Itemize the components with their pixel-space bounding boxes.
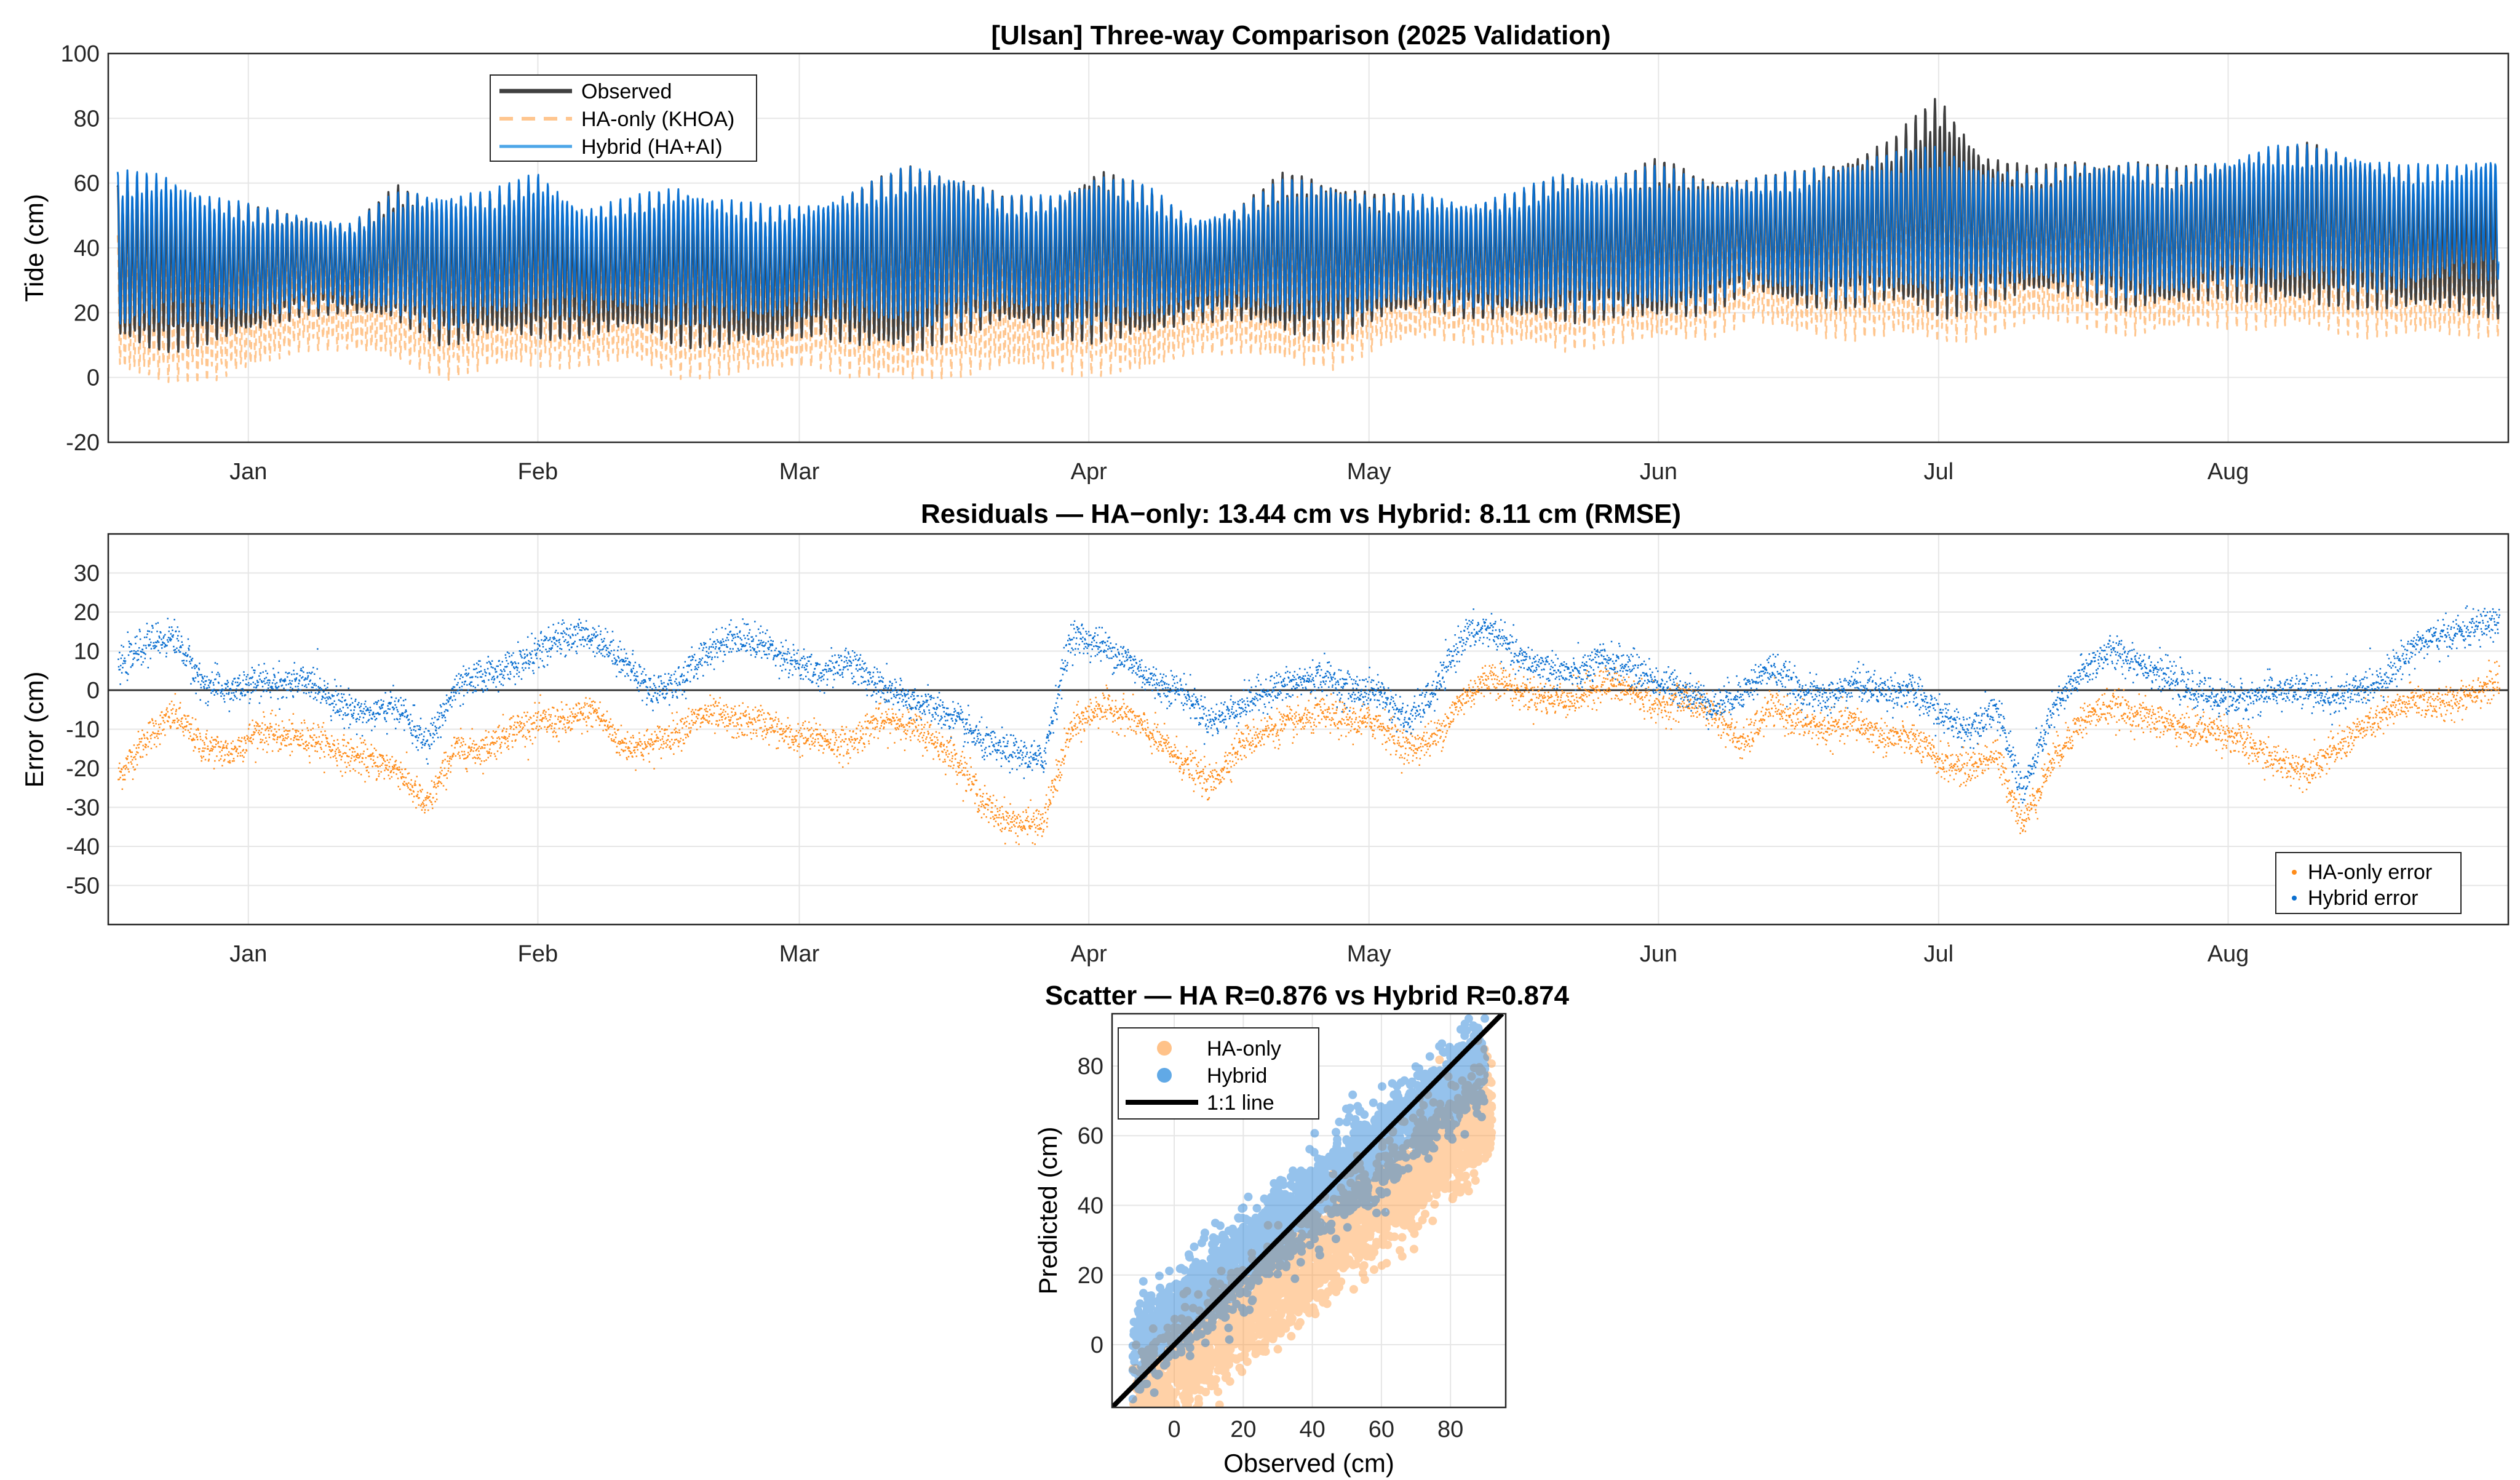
tide-ytick-label: 20 — [74, 300, 100, 326]
scatter-points — [1112, 1014, 1504, 1407]
scatter-xtick-label: 40 — [1299, 1417, 1325, 1442]
legend-hybrid-error-swatch — [2292, 896, 2297, 901]
tide-ytick-label: -20 — [66, 430, 100, 456]
tide-ylabel: Tide (cm) — [20, 194, 49, 302]
residual-axes-box — [107, 533, 2510, 926]
scatter-ylabel: Predicted (cm) — [1033, 1126, 1062, 1294]
residual-title: Residuals — HA−only: 13.44 cm vs Hybrid:… — [921, 499, 1681, 529]
tide-ytick-label: 100 — [61, 41, 100, 67]
residual-panel: Residuals — HA−only: 13.44 cm vs Hybrid:… — [20, 499, 2510, 968]
tide-ytick-label: 40 — [74, 236, 100, 261]
tide-xtick-label: Jun — [1640, 459, 1677, 485]
residual-xtick-label: Jul — [1924, 941, 1954, 967]
scatter-xtick-label: 60 — [1369, 1417, 1394, 1442]
residual-ytick-label: 20 — [74, 600, 100, 626]
scatter-ytick-label: 60 — [1078, 1123, 1103, 1149]
legend-hybrid-error-label: Hybrid error — [2308, 886, 2418, 910]
scatter-panel: Scatter — HA R=0.876 vs Hybrid R=0.874 0… — [1033, 981, 1569, 1478]
tide-tick-labels: -20 0 20 40 60 80 100 Jan Feb Mar Apr May Jun Jul Aug — [61, 41, 2249, 485]
scatter-xlabel: Observed (cm) — [1223, 1449, 1394, 1478]
legend-hybrid-swatch — [1157, 1068, 1172, 1083]
legend-ha-error-swatch — [2292, 870, 2297, 875]
scatter-ytick-label: 80 — [1078, 1054, 1103, 1080]
tide-ytick-label: 0 — [87, 365, 100, 391]
legend-observed-label: Observed — [581, 80, 672, 103]
scatter-xtick-label: 20 — [1230, 1417, 1256, 1442]
residual-ytick-label: 0 — [87, 678, 100, 704]
legend-ha-only-swatch — [1157, 1041, 1172, 1056]
tide-xtick-label: Jan — [229, 459, 267, 485]
residual-ytick-label: -10 — [66, 717, 100, 743]
one-to-one-line — [1112, 1014, 1504, 1407]
residual-ytick-label: -30 — [66, 795, 100, 821]
scatter-ytick-label: 20 — [1078, 1263, 1103, 1289]
tide-xtick-label: Apr — [1071, 459, 1107, 485]
tide-ytick-label: 80 — [74, 106, 100, 132]
tide-ytick-label: 60 — [74, 171, 100, 197]
scatter-ytick-label: 0 — [1091, 1332, 1103, 1358]
hybrid-overlay-line — [116, 144, 2500, 330]
residual-series — [117, 605, 2501, 845]
scatter-xtick-label: 0 — [1167, 1417, 1180, 1442]
tide-xtick-label: Feb — [518, 459, 558, 485]
residual-legend: HA-only error Hybrid error — [2275, 852, 2462, 914]
residual-ytick-label: -50 — [66, 873, 100, 899]
residual-xtick-label: Jan — [229, 941, 267, 967]
residual-ytick-label: 30 — [74, 561, 100, 587]
residual-ytick-label: -20 — [66, 756, 100, 782]
tide-axes-box — [107, 52, 2510, 444]
scatter-tick-labels: 0 20 40 60 80 0 20 40 60 80 — [1078, 1054, 1464, 1442]
legend-ha-label: HA-only (KHOA) — [581, 108, 734, 131]
residual-xtick-label: Feb — [518, 941, 558, 967]
scatter-axes-box — [1111, 1013, 1507, 1409]
tide-legend: Observed HA-only (KHOA) Hybrid (HA+AI) — [490, 74, 757, 162]
residual-legend-box — [2275, 852, 2462, 914]
legend-1to1-label: 1:1 line — [1207, 1091, 1274, 1115]
legend-ha-error-label: HA-only error — [2308, 861, 2432, 884]
tide-xtick-label: Mar — [779, 459, 820, 485]
scatter-legend: HA-only Hybrid 1:1 line — [1118, 1027, 1319, 1120]
tide-xtick-label: Jul — [1924, 459, 1954, 485]
residual-ytick-label: -40 — [66, 834, 100, 860]
residual-ylabel: Error (cm) — [20, 672, 49, 788]
residual-xtick-label: Apr — [1071, 941, 1107, 967]
tide-xtick-label: May — [1347, 459, 1391, 485]
residual-xtick-label: May — [1347, 941, 1391, 967]
legend-ha-only-label: HA-only — [1207, 1037, 1281, 1060]
tide-panel: [Ulsan] Three-way Comparison (2025 Valid… — [20, 20, 2510, 485]
tide-series — [116, 98, 2500, 385]
residual-xtick-label: Mar — [779, 941, 820, 967]
legend-hybrid-label: Hybrid (HA+AI) — [581, 135, 723, 159]
legend-hybrid-scatter-label: Hybrid — [1207, 1064, 1267, 1088]
scatter-xtick-label: 80 — [1437, 1417, 1463, 1442]
scatter-title: Scatter — HA R=0.876 vs Hybrid R=0.874 — [1045, 981, 1569, 1011]
residual-tick-labels: -50 -40 -30 -20 -10 0 10 20 30 Jan Feb Mar Apr May Jun… — [66, 561, 2249, 968]
scatter-ytick-label: 40 — [1078, 1193, 1103, 1219]
hybrid-error-points — [117, 605, 2501, 804]
tide-title: [Ulsan] Three-way Comparison (2025 Valid… — [991, 20, 1610, 50]
residual-ytick-label: 10 — [74, 639, 100, 665]
ha-only-scatter-points — [1129, 1036, 1496, 1407]
residual-xtick-label: Aug — [2208, 941, 2249, 967]
residual-grid — [108, 534, 2508, 925]
tide-xtick-label: Aug — [2208, 459, 2249, 485]
residual-xtick-label: Jun — [1640, 941, 1677, 967]
